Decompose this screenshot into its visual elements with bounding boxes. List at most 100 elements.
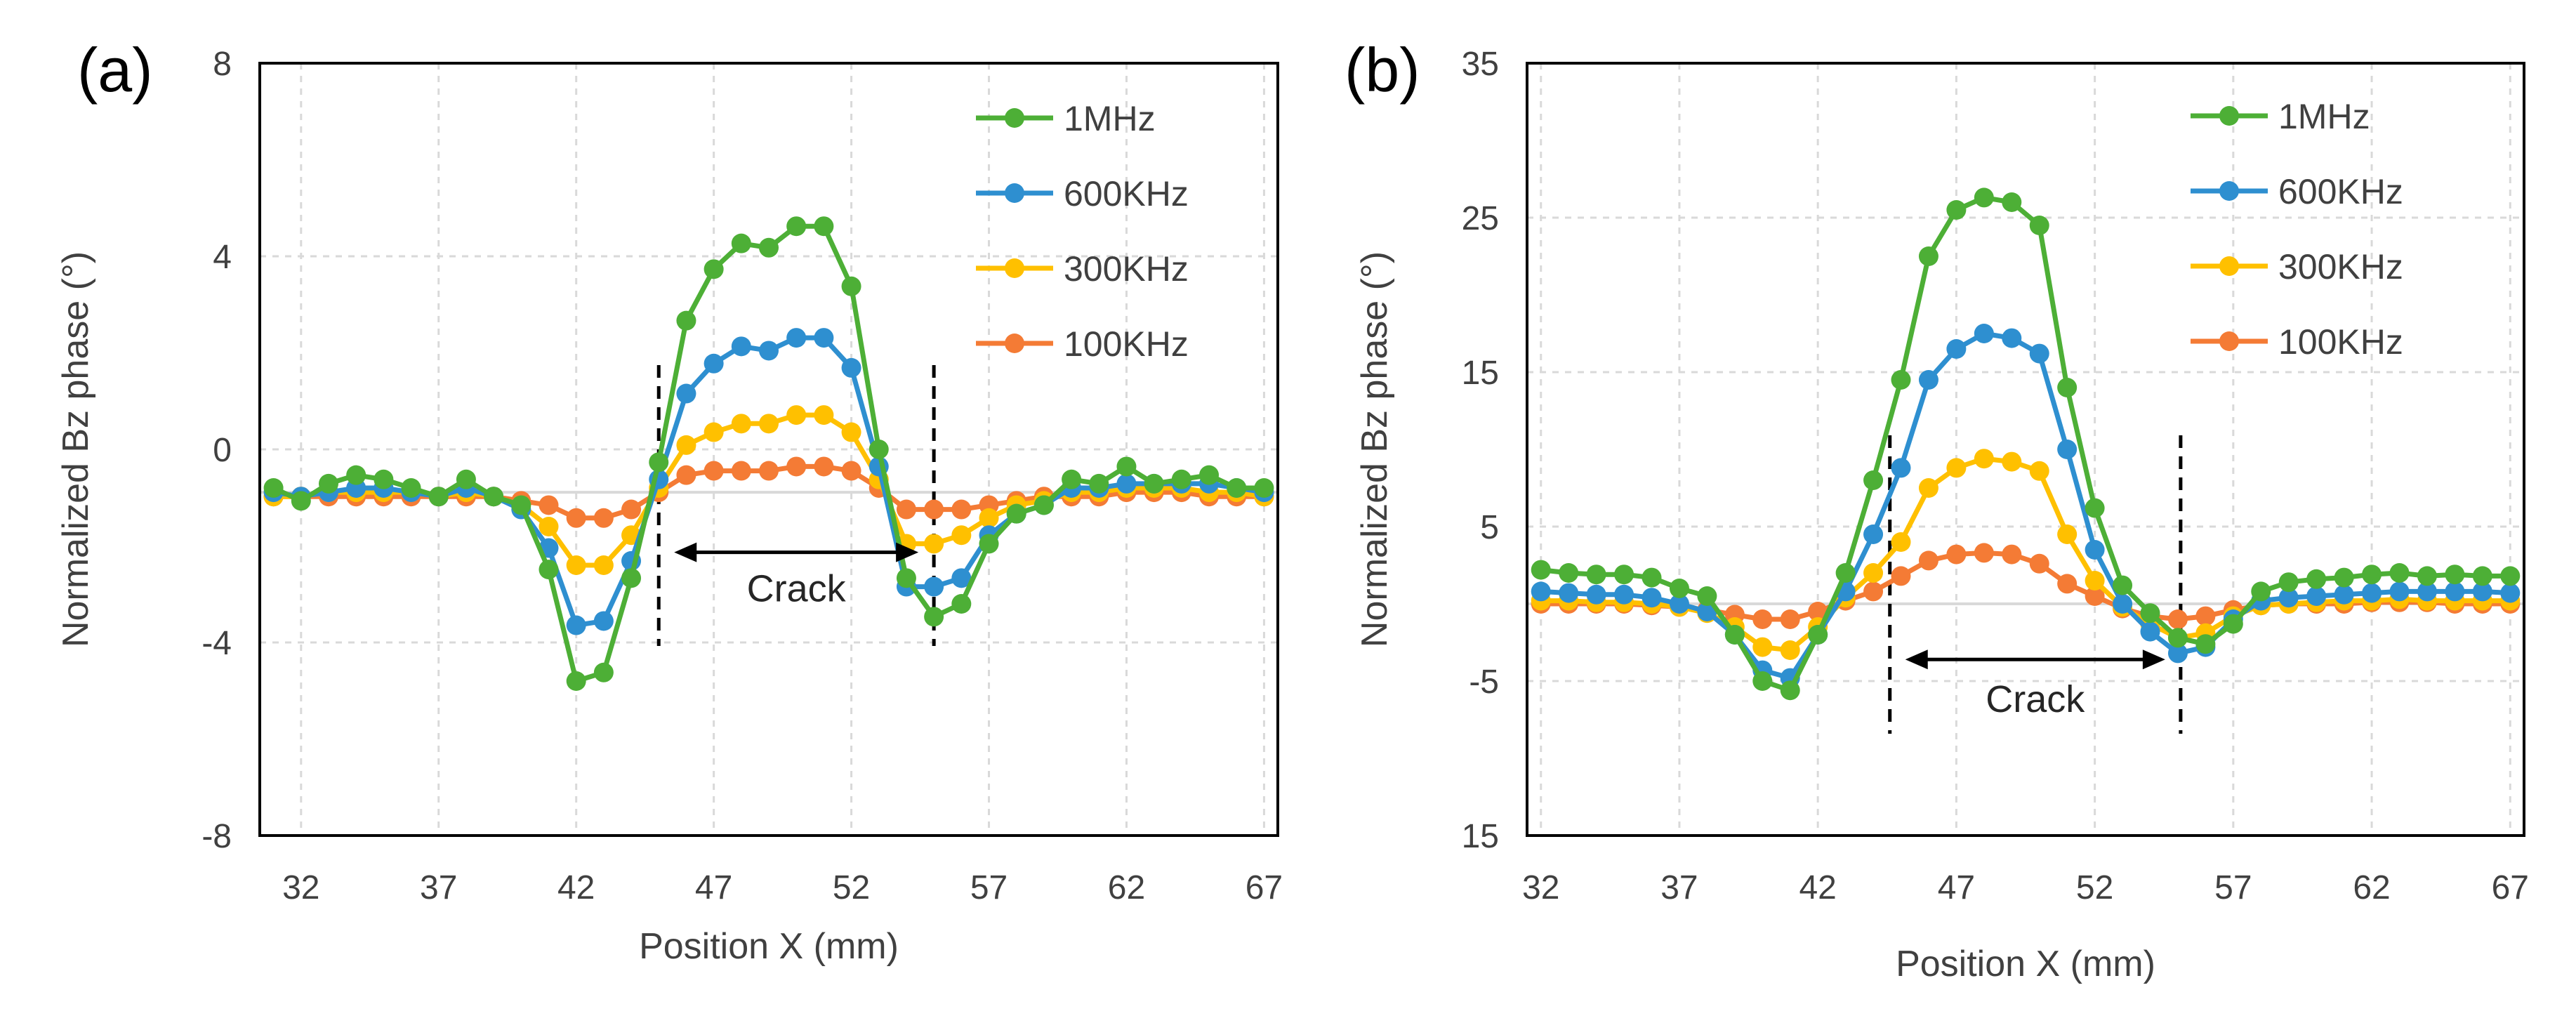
data-point (511, 495, 531, 515)
legend-swatch-marker (2219, 106, 2239, 126)
data-point (1724, 625, 1745, 645)
crack-arrow-head-left (674, 542, 697, 562)
data-point (2113, 594, 2133, 614)
data-point (1974, 449, 1994, 469)
crack-arrow-head-right (896, 542, 919, 562)
data-point (539, 517, 559, 536)
data-point (1227, 478, 1247, 498)
data-point (924, 499, 944, 520)
crack-label: Crack (747, 568, 847, 610)
data-point (621, 499, 642, 520)
data-point (2167, 628, 2188, 648)
data-point (1808, 625, 1828, 645)
data-point (1531, 581, 1551, 602)
y-tick-label: 5 (1480, 509, 1499, 546)
data-point (786, 328, 807, 348)
legend: 1MHz 600KHz 300KHz 100KHz (976, 99, 1189, 364)
y-axis-title: Normalized Bz phase (°) (55, 251, 96, 647)
data-point (1863, 470, 1884, 490)
data-point (593, 662, 614, 682)
data-point (841, 461, 861, 481)
data-point (2334, 584, 2354, 605)
data-point (2002, 192, 2022, 212)
x-tick-label: 32 (1522, 869, 1559, 906)
panel-label: (a) (77, 35, 153, 105)
plot-frame (1526, 62, 2525, 837)
x-axis-title: Position X (mm) (639, 926, 899, 967)
data-point (814, 405, 834, 425)
y-tick-label: 35 (1462, 46, 1499, 83)
data-point (2445, 565, 2465, 585)
data-point (1033, 495, 1054, 515)
data-point (2140, 621, 2160, 642)
data-point (786, 456, 807, 477)
data-point (1199, 465, 1220, 485)
data-point (786, 405, 807, 425)
data-point (2057, 440, 2078, 459)
data-point (1254, 478, 1274, 498)
data-point (1171, 469, 1191, 489)
data-point (1946, 544, 1967, 565)
data-point (924, 534, 944, 554)
data-point (1531, 560, 1551, 580)
data-point (1559, 563, 1579, 583)
data-point (2362, 583, 2382, 603)
data-point (868, 440, 889, 459)
data-point (2417, 566, 2437, 586)
y-axis-title: Normalized Bz phase (°) (1354, 251, 1395, 647)
data-point (1891, 566, 1911, 586)
data-point (676, 465, 696, 485)
data-point (1752, 671, 1773, 691)
data-point (1780, 640, 1800, 660)
data-point (1614, 565, 1634, 585)
data-point (2167, 609, 2188, 629)
data-point (566, 508, 586, 528)
y-tick-label: -5 (1469, 664, 1499, 701)
x-tick-label: 67 (1246, 869, 1283, 906)
chart-panel-b: (b) 35 25 15 5 -5 15 32 37 42 47 52 57 62 67 Position X… (1345, 35, 2529, 984)
data-point (593, 555, 614, 575)
data-point (2113, 575, 2133, 595)
legend-swatch-marker (1005, 334, 1024, 353)
x-tick-label: 67 (2492, 869, 2529, 906)
data-point (2389, 581, 2410, 602)
data-point (374, 469, 394, 489)
data-point (593, 611, 614, 631)
data-point (2085, 571, 2105, 590)
data-point (1614, 584, 1634, 605)
data-point (2195, 634, 2216, 654)
data-point (1116, 473, 1137, 494)
data-point (2167, 643, 2188, 664)
data-point (2251, 581, 2271, 602)
x-tick-label: 42 (557, 869, 595, 906)
data-point (2085, 498, 2105, 518)
data-point (951, 499, 972, 520)
x-tick-label: 62 (2353, 869, 2390, 906)
x-tick-label: 62 (1108, 869, 1145, 906)
data-point (2029, 343, 2049, 364)
data-point (1669, 594, 1689, 614)
data-point (2472, 581, 2492, 602)
x-tick-label: 57 (970, 869, 1008, 906)
data-point (2334, 567, 2354, 588)
data-point (2057, 378, 2078, 397)
data-point (951, 525, 972, 546)
data-point (621, 568, 642, 588)
data-point (704, 259, 724, 279)
data-point (979, 534, 999, 554)
data-point (979, 508, 999, 528)
legend-label: 300KHz (2278, 247, 2403, 286)
data-point (1863, 524, 1884, 544)
data-point (759, 341, 779, 361)
data-point (539, 495, 559, 515)
data-point (841, 276, 861, 296)
legend-swatch-marker (1005, 258, 1024, 278)
data-point (759, 414, 779, 434)
data-point (2029, 461, 2049, 481)
data-point (1891, 370, 1911, 390)
data-point (786, 216, 807, 237)
data-point (1974, 187, 1994, 208)
data-point (566, 555, 586, 575)
data-point (566, 615, 586, 635)
